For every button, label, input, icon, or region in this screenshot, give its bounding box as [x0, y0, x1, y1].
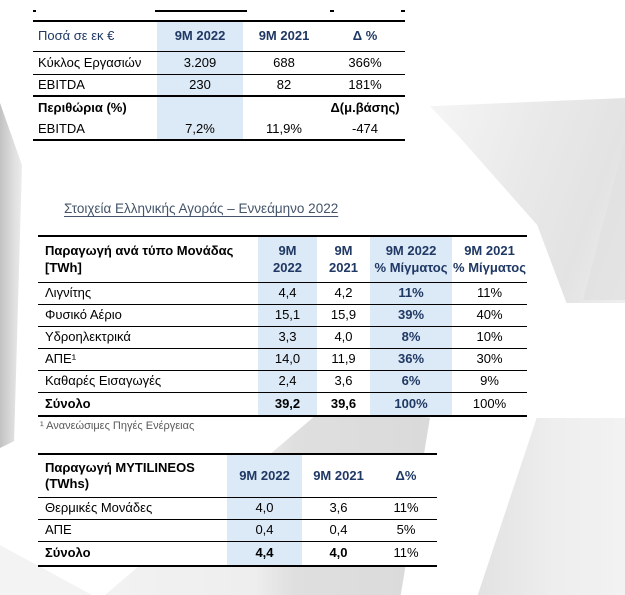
table-cell: 4,0: [334, 329, 353, 345]
table-cell: Σύνολο: [45, 545, 91, 561]
cropped-border-tick: [330, 10, 334, 12]
table-cell: Λιγνίτης: [45, 285, 92, 301]
column-header: Παραγωγή ανά τύπο Μονάδας [TWh]: [45, 243, 234, 275]
column-header: Δ%: [395, 467, 417, 483]
table-cell: Κύκλος Εργασιών: [38, 54, 142, 70]
table-cell: 15,1: [258, 305, 317, 326]
table-cell: 5%: [396, 522, 416, 538]
table-cell: [157, 97, 243, 120]
cropped-border-segment: [155, 10, 247, 12]
table-cell: Θερμικές Μονάδες: [45, 500, 153, 516]
table-row: Θερμικές Μονάδες 4,0 3,6 11%: [38, 498, 437, 520]
table-row: Φυσικό Αέριο 15,1 15,9 39% 40%: [38, 305, 527, 327]
table-cell: 4,4: [227, 542, 302, 565]
table-cell: ΑΠΕ: [45, 522, 72, 538]
table-cell: Φυσικό Αέριο: [45, 307, 122, 323]
column-header: 9M 2022: [258, 237, 317, 282]
table-row: Υδροηλεκτρικά 3,3 4,0 8% 10%: [38, 327, 527, 349]
table-cell: ΑΠΕ¹: [45, 351, 77, 367]
column-header: 9M 2022: [227, 455, 302, 497]
background-watermark-top-right-edge: [583, 140, 625, 300]
table-cell: 3.209: [157, 52, 243, 74]
column-header: 9M 2021 % Μίγματος: [453, 243, 526, 275]
table-cell: 7,2%: [157, 120, 243, 139]
table-row: ΑΠΕ¹ 14,0 11,9 36% 30%: [38, 349, 527, 371]
table-cell: 688: [273, 54, 295, 70]
table-row: Λιγνίτης 4,4 4,2 11% 11%: [38, 283, 527, 305]
table-cell: 9%: [480, 373, 499, 389]
table-cell: 100%: [472, 395, 507, 411]
table-cell: 100%: [370, 393, 452, 415]
table-row: EBITDA 7,2% 11,9% -474: [33, 120, 405, 139]
table-cell: 366%: [348, 54, 382, 70]
table-cell: 230: [157, 75, 243, 95]
table-cell: 14,0: [258, 349, 317, 370]
table-cell: [243, 97, 325, 120]
background-watermark-left-stripe: [0, 103, 22, 448]
table-cell: 39,2: [258, 393, 317, 415]
table-total-row: Σύνολο 4,4 4,0 11%: [38, 542, 437, 565]
table-cell: 6%: [370, 371, 452, 392]
table-cell: 2,4: [258, 371, 317, 392]
table-cell: 0,4: [227, 520, 302, 541]
table-cell: Σύνολο: [45, 395, 91, 411]
table-row: ΑΠΕ 0,4 0,4 5%: [38, 520, 437, 542]
column-header: Δ %: [352, 28, 378, 44]
table-row: Κύκλος Εργασιών 3.209 688 366%: [33, 52, 405, 75]
table-header-row: Παραγωγή MYTILINEOS (TWhs) 9M 2022 9M 20…: [38, 455, 437, 498]
cropped-border-tick: [401, 10, 405, 12]
table-cell: EBITDA: [38, 121, 85, 137]
table-cell: 3,6: [334, 373, 353, 389]
table-cell: 4,0: [227, 498, 302, 519]
table-cell: Περιθώρια (%): [38, 100, 127, 116]
table-cell: 4,2: [334, 285, 353, 301]
table-cell: Υδροηλεκτρικά: [45, 329, 131, 345]
financials-table: Ποσά σε εκ € 9M 2022 9M 2021 Δ % Κύκλος …: [33, 20, 405, 141]
table-cell: 11%: [370, 283, 452, 304]
table-cell: 3,6: [329, 500, 348, 516]
table-cell: 8%: [370, 327, 452, 348]
table-cell: 181%: [348, 76, 382, 92]
column-header: 9M 2022 % Μίγματος: [370, 237, 452, 282]
table-row: Περιθώρια (%) Δ(μ.βάσης): [33, 97, 405, 120]
section-heading: Στοιχεία Ελληνικής Αγοράς – Εννεάμηνο 20…: [64, 201, 339, 216]
table-cell: 40%: [476, 307, 503, 323]
table-cell: 36%: [370, 349, 452, 370]
table-cell: 0,4: [329, 522, 348, 538]
table-cell: 4,0: [329, 545, 348, 561]
table-cell: 39,6: [330, 395, 357, 411]
column-header: Παραγωγή MYTILINEOS (TWhs): [45, 459, 195, 491]
table-cell: -474: [351, 121, 379, 137]
footnote: ¹ Ανανεώσιμες Πηγές Ενέργειας: [40, 420, 195, 432]
table-cell: 3,3: [258, 327, 317, 348]
cropped-border-tick: [33, 10, 36, 12]
table-cell: Δ(μ.βάσης): [330, 100, 400, 116]
table-cell: 4,4: [258, 283, 317, 304]
table-header-row: Ποσά σε εκ € 9M 2022 9M 2021 Δ %: [33, 22, 405, 52]
table-cell: 82: [276, 76, 292, 92]
table-header-row: Παραγωγή ανά τύπο Μονάδας [TWh] 9M 2022 …: [38, 237, 527, 283]
table-cell: 30%: [476, 351, 503, 367]
table-cell: 11,9%: [266, 121, 302, 137]
table-cell: Καθαρές Εισαγωγές: [45, 373, 162, 389]
production-by-type-table: Παραγωγή ανά τύπο Μονάδας [TWh] 9M 2022 …: [38, 235, 527, 417]
column-header: Ποσά σε εκ €: [38, 28, 115, 44]
table-cell: EBITDA: [38, 76, 85, 92]
table-cell: 10%: [476, 329, 503, 345]
table-cell: 11%: [476, 285, 503, 301]
table-cell: 11%: [393, 500, 419, 516]
table-row: Καθαρές Εισαγωγές 2,4 3,6 6% 9%: [38, 371, 527, 393]
table-cell: 15,9: [330, 307, 357, 323]
table-row: EBITDA 230 82 181%: [33, 75, 405, 97]
mytilineos-production-table: Παραγωγή MYTILINEOS (TWhs) 9M 2022 9M 20…: [38, 453, 437, 567]
table-cell: 11,9: [331, 351, 356, 367]
table-cell: 11%: [393, 545, 419, 561]
column-header: 9M 2021: [329, 243, 358, 275]
column-header: 9M 2021: [258, 28, 310, 44]
table-cell: 39%: [370, 305, 452, 326]
column-header: 9M 2021: [313, 467, 364, 483]
column-header: 9M 2022: [157, 22, 243, 51]
table-total-row: Σύνολο 39,2 39,6 100% 100%: [38, 393, 527, 415]
background-watermark-bottom-right: [477, 418, 625, 595]
